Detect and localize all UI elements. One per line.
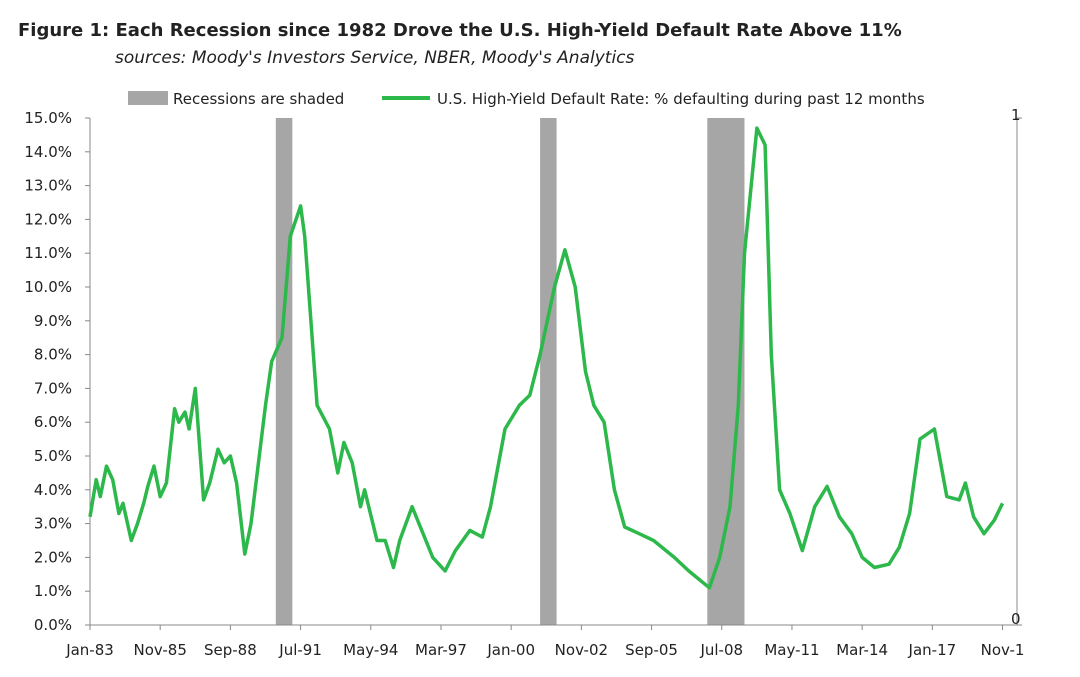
legend-label: Recessions are shaded xyxy=(173,90,344,108)
recession-band xyxy=(540,118,557,625)
x-tick-label: Nov-1 xyxy=(981,641,1025,659)
y-tick-label: 7.0% xyxy=(34,379,72,397)
x-tick-label: Jan-17 xyxy=(908,641,957,659)
x-tick-label: Nov-02 xyxy=(555,641,608,659)
y-tick-label: 1.0% xyxy=(34,582,72,600)
x-tick-label: Jul-08 xyxy=(699,641,743,659)
y-tick-label: 0.0% xyxy=(34,616,72,634)
y-tick-label: 13.0% xyxy=(24,177,72,195)
chart-title: Figure 1: Each Recession since 1982 Drov… xyxy=(18,20,902,41)
y2-tick-label: 0 xyxy=(1011,610,1021,628)
x-tick-label: Jul-91 xyxy=(278,641,322,659)
data-line xyxy=(88,126,1005,590)
y-tick-label: 12.0% xyxy=(24,210,72,228)
x-tick-label: Mar-14 xyxy=(836,641,888,659)
x-tick-label: May-11 xyxy=(764,641,819,659)
y-tick-label: 5.0% xyxy=(34,447,72,465)
y-tick-label: 4.0% xyxy=(34,481,72,499)
y-tick-label: 3.0% xyxy=(34,515,72,533)
y-tick-label: 14.0% xyxy=(24,143,72,161)
x-tick-label: Mar-97 xyxy=(415,641,467,659)
x-tick-label: May-94 xyxy=(343,641,398,659)
x-tick-label: Sep-88 xyxy=(204,641,257,659)
y-tick-label: 11.0% xyxy=(24,244,72,262)
y-tick-label: 10.0% xyxy=(24,278,72,296)
legend-label: U.S. High-Yield Default Rate: % defaulti… xyxy=(437,90,925,108)
x-tick-label: Sep-05 xyxy=(625,641,678,659)
x-tick-label: Jan-83 xyxy=(65,641,114,659)
y-tick-label: 8.0% xyxy=(34,346,72,364)
legend-swatch xyxy=(128,91,168,105)
y-tick-label: 9.0% xyxy=(34,312,72,330)
y-tick-label: 15.0% xyxy=(24,109,72,127)
x-tick-label: Jan-00 xyxy=(486,641,535,659)
y-tick-label: 6.0% xyxy=(34,413,72,431)
x-tick-label: Nov-85 xyxy=(134,641,187,659)
chart-subtitle: sources: Moody's Investors Service, NBER… xyxy=(115,48,635,68)
recession-band xyxy=(275,118,293,625)
y-tick-label: 2.0% xyxy=(34,548,72,566)
y2-tick-label: 1 xyxy=(1011,106,1021,124)
